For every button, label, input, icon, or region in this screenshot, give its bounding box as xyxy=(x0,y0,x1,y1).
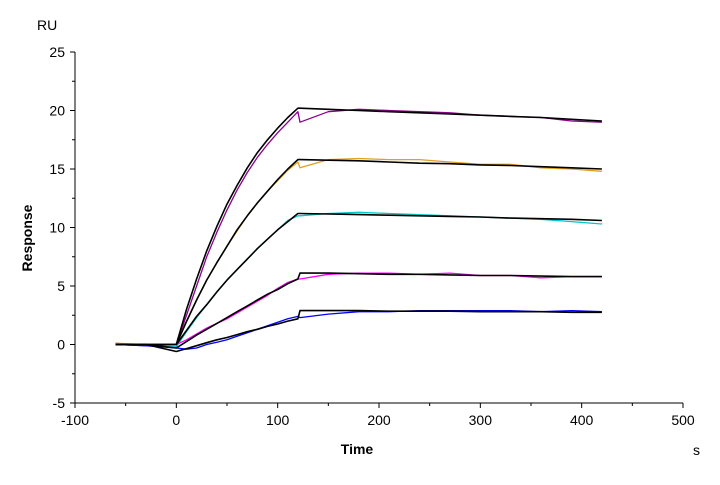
fit-curve-5 xyxy=(115,107,602,346)
y-tick-label: 5 xyxy=(57,278,65,294)
x-tick-label: 0 xyxy=(172,412,180,428)
x-axis-label: Time xyxy=(341,441,374,457)
y-tick-label: 20 xyxy=(49,103,65,119)
y-unit-label: RU xyxy=(37,17,57,33)
axes xyxy=(74,52,683,404)
observed-curve-4 xyxy=(115,309,602,350)
x-tick-label: 100 xyxy=(266,412,290,428)
fit-curve-8 xyxy=(115,272,602,349)
fit-curve-9 xyxy=(115,309,602,353)
fit-curve-6 xyxy=(115,158,602,346)
x-tick-label: 500 xyxy=(671,412,695,428)
y-tick-label: -5 xyxy=(53,395,66,411)
x-tick-label: 200 xyxy=(367,412,391,428)
y-tick-label: 25 xyxy=(49,44,65,60)
y-tick-label: 15 xyxy=(49,161,65,177)
x-tick-label: 400 xyxy=(570,412,594,428)
y-tick-label: 10 xyxy=(49,220,65,236)
y-axis-label: Response xyxy=(19,204,35,271)
x-unit-label: s xyxy=(693,442,700,458)
fit-curve-7 xyxy=(115,212,602,346)
x-tick-label: 300 xyxy=(469,412,493,428)
y-tick-label: 0 xyxy=(57,337,65,353)
x-tick-label: -100 xyxy=(61,412,89,428)
